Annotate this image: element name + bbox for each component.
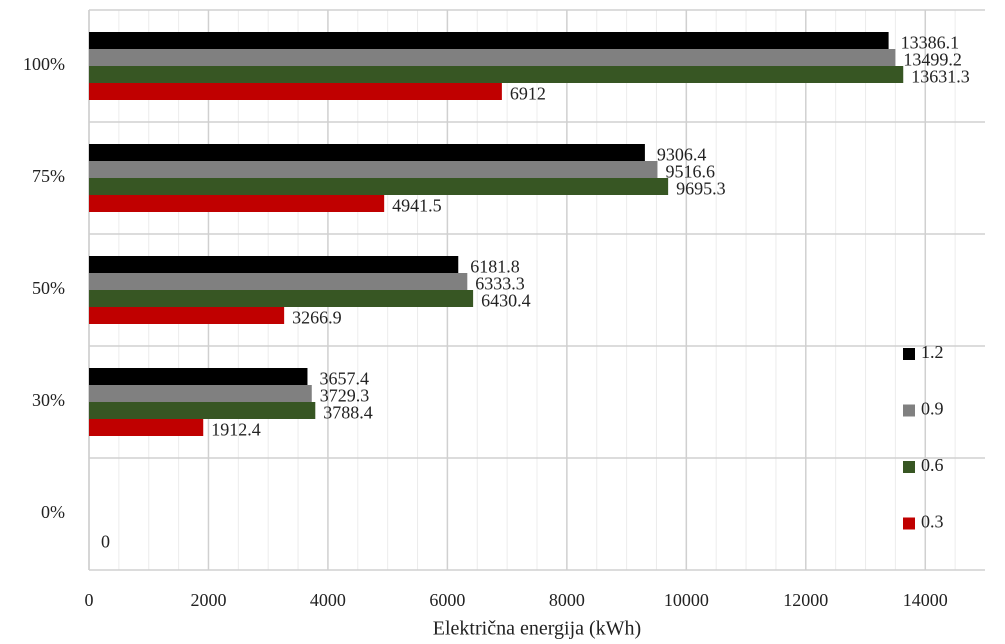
bar bbox=[89, 66, 904, 83]
legend-label: 1.2 bbox=[921, 342, 944, 362]
legend-swatch bbox=[903, 517, 915, 530]
x-tick-label: 12000 bbox=[783, 590, 828, 610]
value-label: 6912 bbox=[510, 84, 546, 104]
x-tick-label: 4000 bbox=[310, 590, 346, 610]
x-axis-title: Električna energija (kWh) bbox=[433, 618, 641, 640]
value-label: 3657.4 bbox=[319, 369, 369, 389]
legend-label: 0.9 bbox=[921, 399, 944, 419]
bar bbox=[89, 307, 285, 324]
y-tick-label: 100% bbox=[23, 54, 65, 74]
value-label: 3788.4 bbox=[323, 403, 373, 423]
legend-swatch bbox=[903, 404, 915, 417]
bar bbox=[89, 273, 468, 290]
bar bbox=[89, 256, 459, 273]
value-label: 13499.2 bbox=[903, 50, 962, 70]
bar bbox=[89, 144, 645, 161]
bar bbox=[89, 368, 308, 385]
x-tick-label: 10000 bbox=[664, 590, 709, 610]
x-tick-label: 14000 bbox=[903, 590, 948, 610]
legend-swatch bbox=[903, 348, 915, 360]
y-tick-label: 0% bbox=[41, 502, 65, 522]
value-label: 4941.5 bbox=[392, 196, 442, 216]
x-tick-label: 2000 bbox=[190, 590, 226, 610]
value-label: 9516.6 bbox=[665, 162, 715, 182]
value-label: 13386.1 bbox=[901, 33, 960, 53]
x-tick-label: 6000 bbox=[429, 590, 465, 610]
legend-label: 0.3 bbox=[921, 512, 944, 532]
x-tick-label: 0 bbox=[85, 590, 94, 610]
bar bbox=[89, 402, 316, 419]
bar bbox=[89, 83, 502, 100]
value-label: 3729.3 bbox=[320, 386, 370, 406]
value-label: 6181.8 bbox=[470, 257, 520, 277]
x-tick-label: 8000 bbox=[549, 590, 585, 610]
value-label: 6333.3 bbox=[475, 274, 524, 294]
bar bbox=[89, 161, 658, 178]
bar bbox=[89, 290, 474, 307]
value-label: 3266.9 bbox=[292, 308, 342, 328]
y-tick-label: 75% bbox=[32, 166, 65, 186]
value-label: 9306.4 bbox=[657, 145, 707, 165]
bar bbox=[89, 32, 889, 49]
value-label: 1912.4 bbox=[211, 420, 260, 440]
value-label: 9695.3 bbox=[676, 179, 726, 199]
bar bbox=[89, 49, 896, 66]
bar bbox=[89, 419, 204, 436]
bar bbox=[89, 385, 312, 402]
value-label: 0 bbox=[101, 532, 110, 552]
y-tick-label: 30% bbox=[32, 390, 65, 410]
bar bbox=[89, 178, 669, 195]
value-label: 6430.4 bbox=[481, 291, 531, 311]
legend-label: 0.6 bbox=[921, 455, 944, 475]
value-label: 13631.3 bbox=[911, 67, 970, 87]
y-tick-label: 50% bbox=[32, 278, 65, 298]
bar bbox=[89, 195, 385, 212]
legend-swatch bbox=[903, 461, 915, 473]
